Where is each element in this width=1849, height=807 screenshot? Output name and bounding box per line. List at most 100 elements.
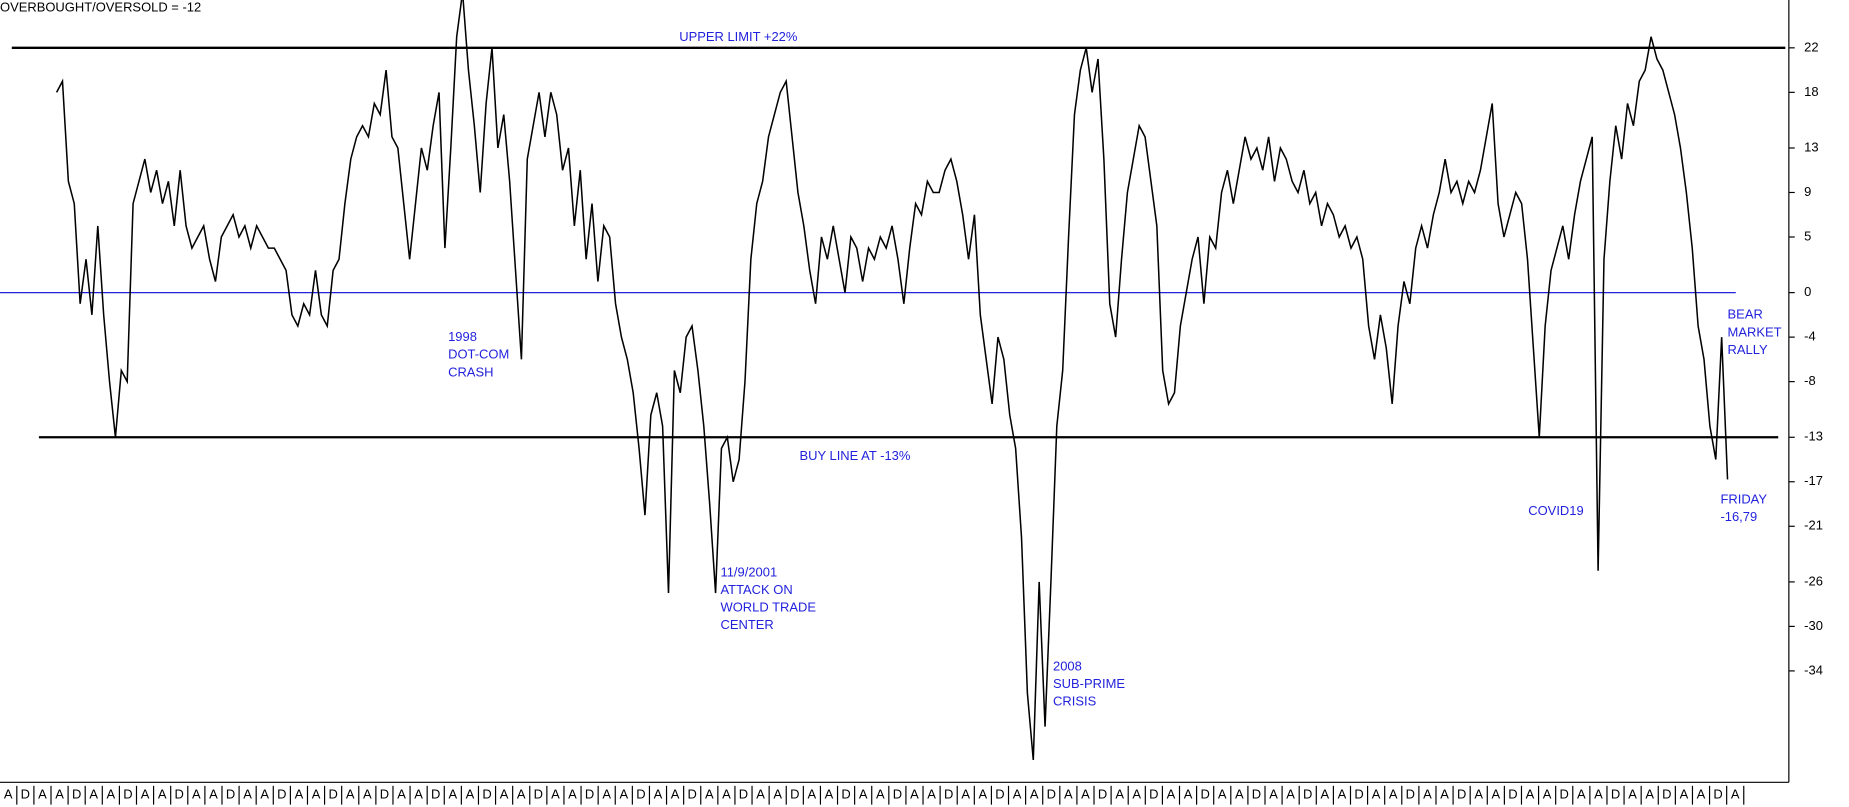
x-tick-label: D	[482, 787, 491, 802]
x-tick-label: D	[1149, 787, 1158, 802]
x-tick-label: D	[21, 787, 30, 802]
x-tick-label: A	[1338, 787, 1347, 802]
x-tick-label: D	[1354, 787, 1363, 802]
x-tick-label: D	[175, 787, 184, 802]
x-tick-label: A	[89, 787, 98, 802]
annotation: 11/9/2001	[720, 564, 777, 579]
x-tick-label: D	[585, 787, 594, 802]
x-tick-label: A	[1697, 787, 1706, 802]
annotation: WORLD TRADE	[720, 600, 816, 615]
x-tick-label: A	[517, 787, 526, 802]
x-tick-label: A	[1731, 787, 1740, 802]
x-tick-label: A	[1269, 787, 1278, 802]
x-tick-label: A	[260, 787, 269, 802]
x-tick-label: A	[808, 787, 817, 802]
annotation: ATTACK ON	[720, 582, 792, 597]
x-tick-label: A	[141, 787, 150, 802]
x-tick-label: D	[1406, 787, 1415, 802]
x-tick-label: D	[431, 787, 440, 802]
x-tick-label: A	[346, 787, 355, 802]
x-tick-label: A	[910, 787, 919, 802]
x-tick-label: A	[1474, 787, 1483, 802]
x-tick-label: A	[1526, 787, 1535, 802]
x-tick-label: A	[1680, 787, 1689, 802]
y-tick-label: -26	[1804, 573, 1823, 588]
x-tick-label: D	[123, 787, 132, 802]
x-tick-label: D	[893, 787, 902, 802]
reference-label: BUY LINE AT -13%	[800, 448, 911, 463]
y-tick-label: 9	[1804, 184, 1811, 199]
x-tick-label: A	[1594, 787, 1603, 802]
annotation: SUB-PRIME	[1053, 676, 1125, 691]
y-tick-label: 18	[1804, 84, 1818, 99]
x-tick-label: A	[1645, 787, 1654, 802]
x-tick-label: A	[414, 787, 423, 802]
annotation: 2008	[1053, 658, 1082, 673]
x-tick-label: A	[1167, 787, 1176, 802]
x-tick-label: A	[551, 787, 560, 802]
x-tick-label: A	[1132, 787, 1141, 802]
x-tick-label: A	[312, 787, 321, 802]
x-tick-label: A	[500, 787, 509, 802]
y-tick-label: -17	[1804, 473, 1823, 488]
x-tick-label: A	[1235, 787, 1244, 802]
x-tick-label: A	[158, 787, 167, 802]
annotation: MARKET	[1728, 324, 1782, 339]
x-tick-label: D	[636, 787, 645, 802]
x-tick-label: A	[961, 787, 970, 802]
x-tick-label: A	[1543, 787, 1552, 802]
x-tick-label: A	[192, 787, 201, 802]
x-tick-label: D	[1662, 787, 1671, 802]
x-tick-label: A	[756, 787, 765, 802]
x-tick-label: A	[4, 787, 13, 802]
annotation: 1998	[448, 329, 477, 344]
x-tick-label: A	[705, 787, 714, 802]
x-tick-label: D	[688, 787, 697, 802]
x-tick-label: A	[466, 787, 475, 802]
x-tick-label: A	[773, 787, 782, 802]
annotation: DOT-COM	[448, 347, 509, 362]
x-tick-label: A	[209, 787, 218, 802]
x-tick-label: A	[107, 787, 116, 802]
x-tick-label: A	[1184, 787, 1193, 802]
annotation: -16,79	[1720, 509, 1757, 524]
y-tick-label: -30	[1804, 618, 1823, 633]
y-tick-label: -13	[1804, 429, 1823, 444]
x-tick-label: A	[1440, 787, 1449, 802]
x-tick-label: D	[1560, 787, 1569, 802]
x-tick-label: D	[1713, 787, 1722, 802]
x-tick-label: D	[1200, 787, 1209, 802]
data-line	[55, 0, 1729, 760]
x-tick-label: A	[927, 787, 936, 802]
y-tick-label: -4	[1804, 329, 1816, 344]
y-tick-label: 0	[1804, 284, 1811, 299]
x-tick-label: D	[1098, 787, 1107, 802]
x-tick-label: A	[1372, 787, 1381, 802]
x-tick-label: D	[995, 787, 1004, 802]
x-tick-label: D	[277, 787, 286, 802]
annotation: CRASH	[448, 364, 493, 379]
x-tick-label: A	[243, 787, 252, 802]
x-tick-label: A	[1013, 787, 1022, 802]
x-tick-label: A	[1628, 787, 1637, 802]
x-tick-label: A	[295, 787, 304, 802]
x-tick-label: D	[1047, 787, 1056, 802]
x-tick-label: D	[841, 787, 850, 802]
x-tick-label: A	[1218, 787, 1227, 802]
x-tick-label: D	[1457, 787, 1466, 802]
x-tick-label: A	[397, 787, 406, 802]
x-tick-label: A	[602, 787, 611, 802]
annotation: CENTER	[720, 617, 773, 632]
x-tick-label: D	[790, 787, 799, 802]
annotation: RALLY	[1728, 342, 1768, 357]
x-tick-label: A	[363, 787, 372, 802]
x-tick-label: A	[1081, 787, 1090, 802]
x-tick-label: A	[859, 787, 868, 802]
y-tick-label: 5	[1804, 228, 1811, 243]
x-tick-label: A	[1064, 787, 1073, 802]
x-tick-label: D	[1611, 787, 1620, 802]
x-tick-label: A	[1030, 787, 1039, 802]
x-tick-label: A	[1423, 787, 1432, 802]
y-tick-label: 22	[1804, 39, 1818, 54]
